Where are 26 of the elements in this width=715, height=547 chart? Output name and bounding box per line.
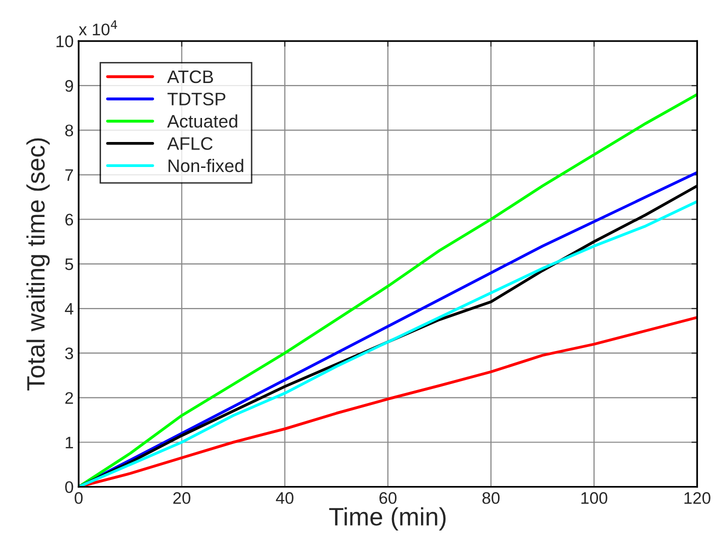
y-tick-label: 0 (65, 481, 74, 494)
x-tick-label: 40 (276, 492, 294, 504)
y-tick-label: 1 (66, 436, 73, 448)
x-tick-label: 20 (173, 492, 190, 504)
legend-label: Non-fixed (168, 158, 244, 172)
x-tick-label: 0 (74, 492, 83, 504)
x-axis-title: Time (min) (329, 507, 446, 531)
x-tick-label: 120 (684, 492, 710, 504)
y-tick-label: 7 (65, 169, 73, 181)
legend-label: Actuated (167, 114, 238, 128)
y-tick-label: 6 (65, 214, 74, 226)
y-axis-title: Total waiting time (sec) (26, 138, 50, 390)
x-tick-label: 80 (482, 492, 500, 504)
legend-label: ATCB (167, 70, 213, 84)
x-tick-label: 100 (581, 492, 608, 504)
y-tick-label: 4 (64, 303, 74, 315)
y-tick-label: 2 (65, 392, 73, 404)
legend-label: TDTSP (168, 92, 226, 106)
legend-label: AFLC (167, 137, 213, 150)
y-tick-label: 3 (65, 347, 74, 360)
y-tick-label: 10 (56, 35, 74, 48)
x-tick-label: 60 (379, 492, 397, 504)
y-tick-label: 8 (65, 124, 74, 136)
y-tick-label: 9 (65, 80, 73, 92)
y-tick-label: 5 (65, 258, 74, 270)
text: x 10$^{4}$ (78, 20, 118, 36)
